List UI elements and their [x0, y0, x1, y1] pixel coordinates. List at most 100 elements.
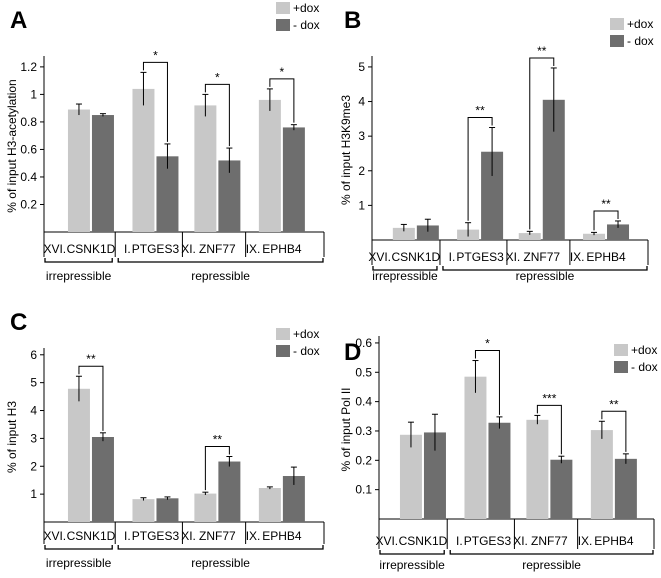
legend-swatch — [614, 361, 628, 373]
y-tick-label: 1 — [358, 198, 365, 212]
significance-label: * — [153, 48, 158, 62]
y-tick-label: 0.6 — [20, 142, 37, 156]
bar-minus-dox-ptges3 — [488, 422, 511, 519]
panel-letter: C — [10, 309, 27, 336]
bar-plus-dox-ephb4 — [590, 430, 613, 519]
group-label: repressible — [191, 556, 250, 570]
legend-label: +dox — [627, 17, 653, 31]
significance-bracket — [269, 78, 295, 123]
y-tick-label: 0.3 — [355, 424, 372, 438]
group-label: repressible — [516, 269, 575, 283]
group-label: irrepressible — [379, 558, 445, 572]
bar-minus-dox-znf77 — [218, 461, 241, 522]
y-tick-label: 2 — [358, 164, 365, 178]
legend-swatch — [610, 35, 624, 47]
significance-label: * — [485, 337, 490, 351]
significance-bracket — [467, 117, 493, 221]
category-label: ZNF77 — [199, 242, 236, 256]
bar-minus-dox-ephb4 — [614, 458, 637, 519]
category-prefix: IX. — [246, 242, 261, 256]
category-prefix: I. — [124, 242, 131, 256]
panel-letter: B — [344, 7, 361, 34]
panel-letter: D — [344, 339, 361, 366]
significance-label: * — [280, 65, 285, 79]
category-label: PTGES3 — [132, 242, 180, 256]
bar-minus-dox-csnk1d — [416, 225, 439, 240]
category-label: PTGES3 — [456, 250, 504, 264]
y-tick-label: 1.2 — [20, 60, 37, 74]
y-tick-label: 3 — [30, 431, 37, 445]
y-tick-label: 0.4 — [20, 170, 37, 184]
significance-bracket — [78, 365, 104, 431]
group-bracket — [449, 550, 654, 555]
y-tick-label: 0.1 — [355, 483, 372, 497]
category-label: CSNK1D — [391, 250, 440, 264]
y-tick-label: 1 — [30, 87, 37, 101]
significance-bracket — [204, 446, 230, 491]
legend-swatch — [614, 344, 628, 356]
group-bracket — [44, 258, 113, 263]
legend-swatch — [276, 2, 290, 14]
group-label: repressible — [191, 269, 250, 283]
bar-plus-dox-ephb4 — [258, 99, 281, 233]
category-label: PTGES3 — [464, 534, 512, 548]
bar-plus-dox-ptges3 — [132, 88, 155, 232]
significance-bracket — [601, 410, 627, 452]
bar-plus-dox-znf77 — [194, 105, 217, 232]
category-prefix: XI. — [506, 250, 521, 264]
category-prefix: I. — [449, 250, 456, 264]
legend-label: +dox — [293, 1, 319, 15]
y-tick-label: 4 — [358, 95, 365, 109]
significance-label: ** — [537, 44, 547, 58]
y-tick-label: 0.2 — [355, 453, 372, 467]
category-label: ZNF77 — [199, 529, 236, 543]
category-prefix: XI. — [181, 529, 196, 543]
category-prefix: XVI. — [375, 534, 398, 548]
significance-label: ** — [213, 433, 223, 447]
category-label: EPHB4 — [262, 242, 302, 256]
y-axis-label: % of input H3-acetylation — [5, 79, 19, 212]
category-prefix: XI. — [181, 242, 196, 256]
significance-label: *** — [542, 391, 556, 405]
bar-plus-dox-csnk1d — [67, 388, 90, 522]
significance-label: ** — [86, 352, 96, 366]
category-prefix: I. — [124, 529, 131, 543]
bar-plus-dox-znf77 — [526, 419, 549, 519]
significance-bracket — [474, 350, 500, 415]
y-axis-label: % of input Pol II — [339, 387, 353, 471]
bar-minus-dox-ptges3 — [156, 498, 179, 522]
significance-bracket — [529, 57, 555, 230]
group-label: repressible — [522, 558, 581, 572]
y-tick-label: 0.4 — [355, 395, 372, 409]
y-axis-label: % of input H3 — [5, 401, 19, 473]
legend-label: - dox — [293, 18, 320, 32]
category-label: ZNF77 — [531, 534, 568, 548]
group-bracket — [44, 545, 113, 550]
bar-minus-dox-csnk1d — [91, 115, 114, 232]
group-bracket — [442, 266, 648, 271]
y-tick-label: 2 — [30, 459, 37, 473]
y-axis-label: % of input H3K9me3 — [339, 95, 353, 205]
legend-swatch — [276, 345, 290, 357]
group-bracket — [372, 266, 438, 271]
panel-d: D 0.1 0.2 0.3 0.4 0.5 0.6 % of input Pol II CSNK… — [339, 336, 658, 572]
category-prefix: XI. — [513, 534, 528, 548]
category-prefix: XVI. — [43, 242, 66, 256]
legend-label: +dox — [293, 327, 319, 341]
category-label: PTGES3 — [132, 529, 180, 543]
category-prefix: IX. — [578, 534, 593, 548]
legend-label: - dox — [631, 360, 658, 374]
category-label: CSNK1D — [399, 534, 448, 548]
y-tick-label: 0.6 — [355, 336, 372, 350]
category-prefix: IX. — [246, 529, 261, 543]
bar-plus-dox-csnk1d — [392, 227, 415, 240]
category-label: EPHB4 — [262, 529, 302, 543]
bar-plus-dox-ephb4 — [583, 233, 606, 240]
y-tick-label: 3 — [358, 129, 365, 143]
bar-plus-dox-csnk1d — [399, 434, 422, 519]
category-label: EPHB4 — [594, 534, 634, 548]
group-bracket — [117, 258, 324, 263]
category-prefix: XVI. — [368, 250, 391, 264]
